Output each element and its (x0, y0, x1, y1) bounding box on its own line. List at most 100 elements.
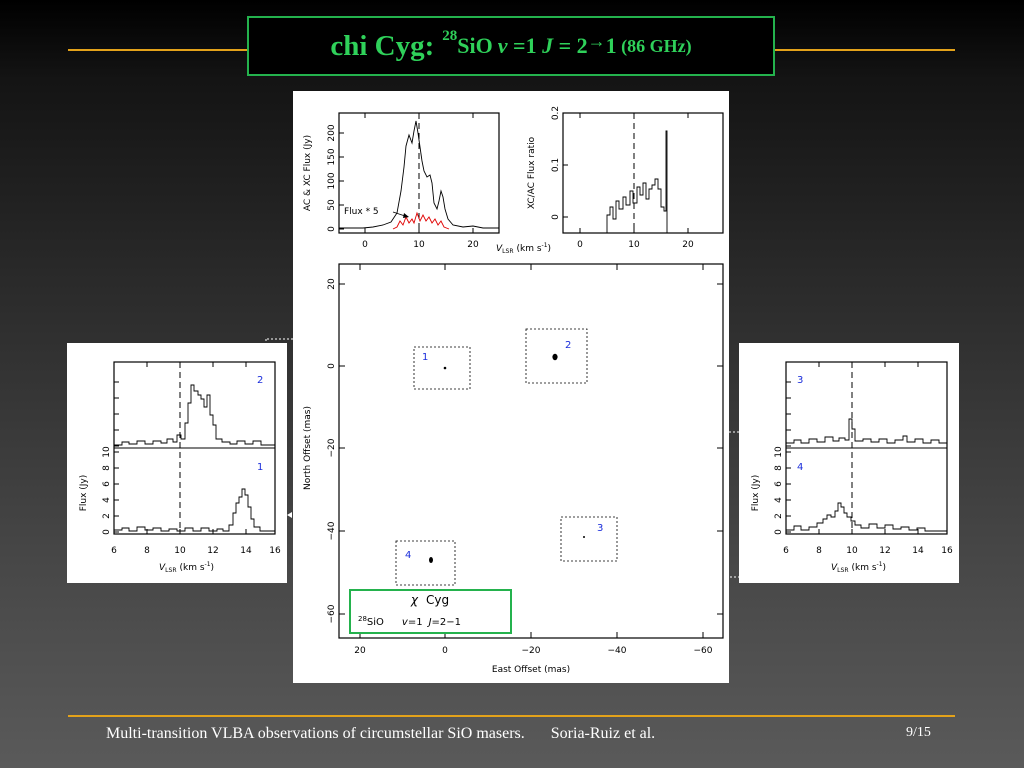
spot-label-1: 1 (422, 352, 428, 363)
right-ytick: 4 (774, 497, 784, 503)
map-xtick: 20 (354, 646, 366, 656)
legend-v-eq: =1 (408, 617, 423, 628)
flux-plot-ytick: 150 (327, 148, 337, 165)
right-xtick: 16 (941, 546, 953, 556)
maser-spot (429, 557, 433, 563)
title-rule-right (775, 49, 955, 51)
map-ytick: −40 (327, 521, 337, 540)
left-spot1-spectrum (114, 488, 275, 532)
map-legend-box: χ Cyg 28SiO v=1 J=2−1 (349, 589, 512, 634)
flux-plot-xc-curve (392, 211, 450, 230)
left-ytick: 0 (102, 529, 112, 535)
footer-citation: Multi-transition VLBA observations of ci… (106, 725, 655, 743)
flux-plot-annotation: Flux * 5 (344, 207, 379, 217)
ratio-plot-curve (605, 130, 668, 234)
right-ytick: 10 (774, 446, 784, 458)
legend-j: J (427, 617, 432, 628)
maser-spot-map: 1 2 3 4 20 0 −20 −40 −60 20 0 −20 −40 −6… (303, 263, 724, 675)
title-j-symbol: J (542, 33, 554, 58)
right-spot4-spectrum (786, 502, 947, 532)
map-ytick: −60 (327, 604, 337, 623)
flux-plot-xtick: 20 (467, 240, 479, 250)
footer-rule (68, 715, 955, 717)
ratio-plot-xtick: 0 (577, 240, 583, 250)
map-ytick: −20 (327, 438, 337, 457)
left-spectra-panel: 2 1 0 2 4 6 8 10 Flux (Jy) 6 8 10 12 14 … (67, 343, 287, 583)
right-ytick: 6 (774, 481, 784, 487)
flux-plot-ytick: 200 (327, 124, 337, 141)
maser-spot (583, 536, 585, 538)
right-xtick: 8 (816, 546, 822, 556)
ratio-plot-xtick: 20 (682, 240, 694, 250)
spot-label-2: 2 (565, 340, 571, 351)
legend-chi: χ (410, 593, 419, 607)
flux-plot-xtick: 10 (413, 240, 425, 250)
legend-molecule: SiO (367, 617, 384, 628)
left-ylabel: Flux (Jy) (79, 475, 89, 512)
left-xtick: 10 (174, 546, 186, 556)
footer-description: Multi-transition VLBA observations of ci… (106, 725, 525, 742)
left-xtick: 12 (207, 546, 218, 556)
ratio-plot-ytick: 0 (551, 214, 561, 220)
left-ytick: 6 (102, 481, 112, 487)
title-frequency: (86 GHz) (616, 35, 692, 56)
title-star: chi Cyg: (330, 29, 435, 62)
flux-plot-ac-curve (339, 120, 499, 229)
left-spot2-spectrum (114, 384, 275, 446)
legend-v: v (402, 617, 409, 628)
left-ytick: 8 (102, 465, 112, 471)
left-ytick: 4 (102, 497, 112, 503)
title-j-to: 1 (605, 33, 617, 58)
map-ytick: 0 (327, 363, 337, 369)
right-xtick: 10 (846, 546, 858, 556)
flux-plot-ytick: 50 (327, 199, 337, 211)
flux-plot-ytick: 100 (327, 172, 337, 189)
maser-spot (443, 366, 447, 370)
map-xtick: −40 (608, 646, 627, 656)
left-xtick: 6 (111, 546, 117, 556)
left-spot-label-top: 2 (257, 375, 263, 386)
legend-mass: 28 (358, 615, 367, 623)
left-xtick: 16 (269, 546, 281, 556)
right-ytick: 8 (774, 465, 784, 471)
flux-plot-ytick: 0 (327, 226, 337, 232)
right-spot-label-bottom: 4 (797, 462, 803, 473)
map-xtick: −20 (522, 646, 541, 656)
left-ytick: 2 (102, 513, 112, 519)
ratio-plot-xtick: 10 (628, 240, 640, 250)
ratio-plot-ytick: 0.2 (551, 106, 561, 120)
right-ytick: 2 (774, 513, 784, 519)
title-j-from: = 2 (553, 33, 588, 58)
velocity-axis-label: VLSR (km s-1) (496, 242, 551, 255)
spot-label-4: 4 (405, 550, 411, 561)
left-velocity-label: VLSR (km s-1) (159, 561, 214, 574)
flux-spectrum-plot: Flux * 5 0 50 100 150 200 AC & XC Flux (… (303, 112, 500, 250)
left-xtick: 8 (144, 546, 150, 556)
right-velocity-label: VLSR (km s-1) (831, 561, 886, 574)
right-xtick: 6 (783, 546, 789, 556)
ratio-plot-ytick: 0.1 (551, 158, 561, 172)
legend-j-eq: =2−1 (432, 617, 461, 628)
map-xtick: −60 (694, 646, 713, 656)
left-ytick: 10 (102, 446, 112, 458)
title-arrow: → (587, 30, 606, 51)
right-ylabel: Flux (Jy) (751, 475, 761, 512)
right-spot3-spectrum (786, 418, 947, 444)
slide-title: chi Cyg: 28 SiO v =1 J = 2 → 1 (86 GHz) (247, 16, 775, 76)
left-spot-label-bottom: 1 (257, 462, 263, 473)
legend-star: Cyg (426, 593, 449, 607)
ratio-plot-ylabel: XC/AC Flux ratio (527, 136, 537, 209)
center-figure-panel: Flux * 5 0 50 100 150 200 AC & XC Flux (… (293, 91, 729, 683)
footer-page-number: 9/15 (906, 725, 931, 740)
map-xlabel: East Offset (mas) (492, 665, 570, 675)
flux-plot-ylabel: AC & XC Flux (Jy) (303, 135, 313, 211)
maser-spot (552, 353, 558, 361)
map-ylabel: North Offset (mas) (303, 406, 313, 490)
flux-plot-xtick: 0 (362, 240, 368, 250)
right-spot-label-top: 3 (797, 375, 803, 386)
map-ytick: 20 (327, 278, 337, 290)
spot-label-3: 3 (597, 523, 603, 534)
right-xtick: 12 (879, 546, 890, 556)
title-rule-left (68, 49, 248, 51)
